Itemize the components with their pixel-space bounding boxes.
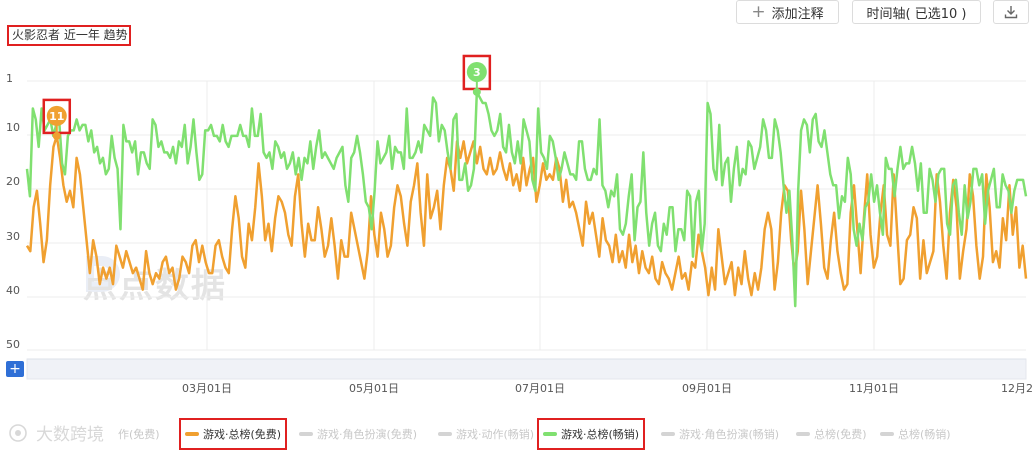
marker-pin: 11	[42, 98, 72, 140]
legend-swatch	[661, 432, 675, 436]
add-annotation-label: 添加注释	[771, 6, 824, 22]
legend-item[interactable]: 游戏·角色扮演(免费)	[299, 422, 417, 446]
x-tick-label: 05月01日	[349, 382, 399, 395]
grid-lines	[27, 80, 1026, 351]
zoom-in-button[interactable]: +	[6, 361, 24, 377]
chart-title: 火影忍者 近一年 趋势	[7, 25, 131, 46]
marker-label: 11	[49, 110, 64, 123]
legend-label: 游戏·动作(畅销)	[456, 428, 535, 441]
x-tick-label: 09月01日	[682, 382, 732, 395]
marker-pin: 3	[462, 54, 492, 96]
timeline-button[interactable]: 时间轴( 已选10 )	[852, 0, 981, 24]
legend-swatch	[299, 432, 313, 436]
x-tick-label: 03月01日	[182, 382, 232, 395]
download-button[interactable]	[993, 0, 1029, 24]
marker-label: 3	[473, 66, 481, 79]
legend-label: 游戏·角色扮演(畅销)	[679, 428, 780, 441]
y-tick-label: 1	[6, 72, 13, 85]
x-tick-label: 07月01日	[515, 382, 565, 395]
y-tick-label: 10	[6, 121, 20, 134]
download-icon	[1004, 6, 1018, 19]
legend-item[interactable]: 总榜(畅销)	[880, 422, 951, 446]
y-tick-label: 30	[6, 230, 20, 243]
y-tick-label: 40	[6, 284, 20, 297]
legend-label: 游戏·角色扮演(免费)	[317, 428, 418, 441]
legend-label: 总榜(免费)	[814, 428, 867, 441]
legend-swatch	[543, 432, 557, 436]
x-tick-label: 11月01日	[849, 382, 899, 395]
legend-item[interactable]: 游戏·总榜(免费)	[179, 418, 288, 450]
legend-item[interactable]: 游戏·角色扮演(畅销)	[661, 422, 779, 446]
legend-item[interactable]: 游戏·总榜(畅销)	[537, 418, 646, 450]
y-tick-label: 50	[6, 338, 20, 351]
marker-dot	[472, 87, 481, 96]
legend-swatch	[185, 432, 199, 436]
series-line-free	[25, 134, 1028, 297]
legend-item[interactable]: 游戏·动作(畅销)	[438, 422, 534, 446]
legend-label: 作(免费)	[118, 428, 160, 441]
marker-bubble	[466, 61, 487, 82]
legend-swatch	[438, 432, 452, 436]
plus-icon: +	[751, 1, 766, 22]
marker-dot	[52, 131, 61, 140]
legend-item[interactable]: 总榜(免费)	[796, 422, 867, 446]
series-line-paid	[25, 90, 1028, 308]
legend-label: 游戏·总榜(畅销)	[561, 428, 640, 441]
range-slider-track	[26, 358, 1027, 380]
legend-swatch	[880, 432, 894, 436]
marker-bubble	[46, 105, 67, 126]
legend-label: 游戏·总榜(免费)	[203, 428, 282, 441]
add-annotation-button[interactable]: + 添加注释	[736, 0, 839, 24]
legend-swatch	[796, 432, 810, 436]
x-tick-label: 12月2	[1001, 382, 1033, 395]
legend-item[interactable]: 作(免费)	[118, 422, 160, 446]
timeline-label: 时间轴( 已选10 )	[866, 6, 967, 22]
y-tick-label: 20	[6, 175, 20, 188]
legend-label: 总榜(畅销)	[898, 428, 951, 441]
